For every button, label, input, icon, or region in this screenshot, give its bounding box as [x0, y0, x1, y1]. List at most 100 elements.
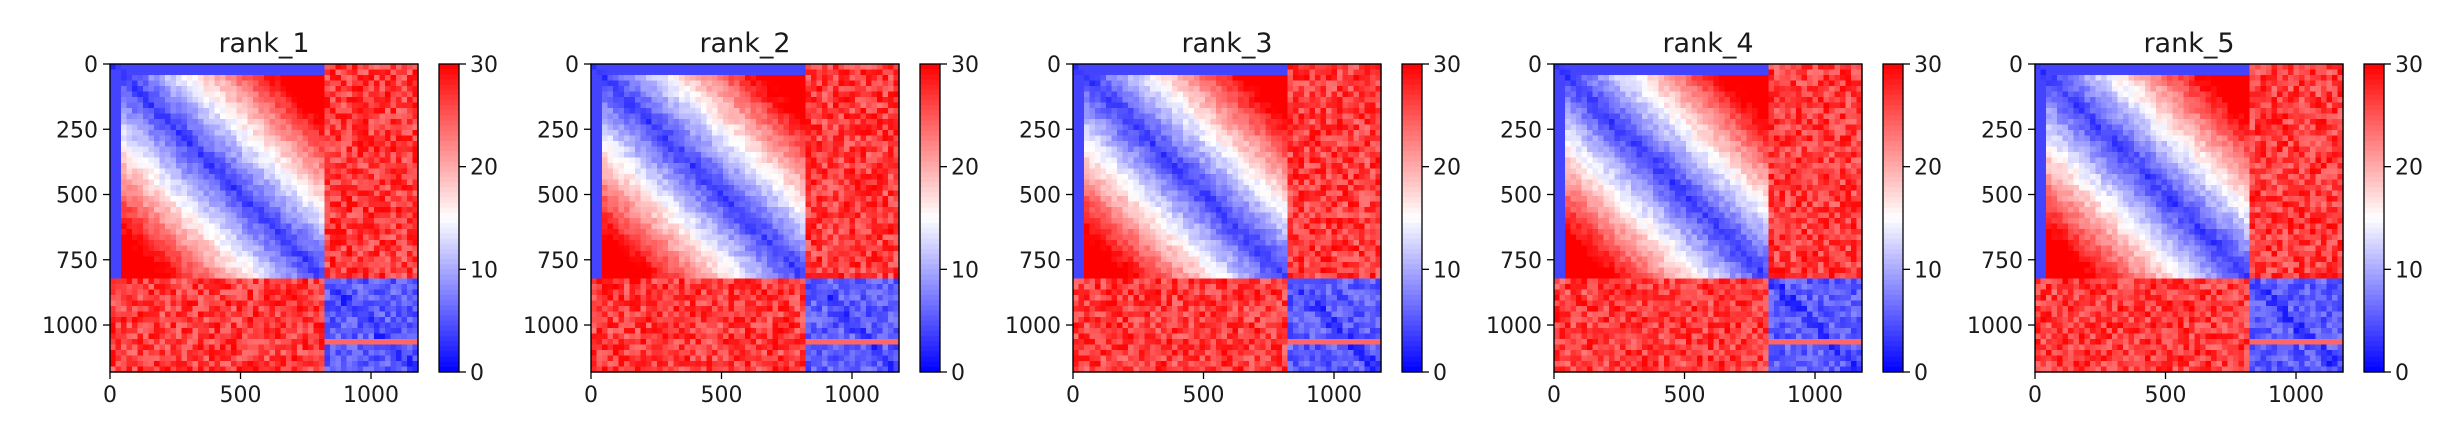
heatmap-cell: [368, 190, 375, 197]
heatmap-cell: [739, 69, 746, 76]
heatmap-cell: [401, 135, 408, 142]
heatmap-cell: [176, 361, 183, 368]
heatmap-cell: [225, 196, 232, 203]
heatmap-cell: [712, 91, 719, 98]
heatmap-cell: [220, 168, 227, 175]
heatmap-cell: [357, 251, 364, 258]
heatmap-cell: [335, 163, 342, 170]
heatmap-cell: [181, 256, 188, 263]
heatmap-cell: [888, 97, 895, 104]
heatmap-cell: [220, 328, 227, 335]
heatmap-cell: [132, 306, 139, 313]
heatmap-cell: [679, 141, 686, 148]
heatmap-cell: [269, 124, 276, 131]
heatmap-cell: [220, 179, 227, 186]
heatmap-cell: [275, 190, 282, 197]
heatmap-cell: [849, 130, 856, 137]
heatmap-cell: [137, 207, 144, 214]
heatmap-cell: [363, 306, 370, 313]
heatmap-cell: [412, 64, 419, 71]
heatmap-cell: [143, 278, 150, 285]
heatmap-cell: [668, 91, 675, 98]
heatmap-cell: [401, 157, 408, 164]
heatmap-cell: [596, 69, 603, 76]
heatmap-cell: [789, 97, 796, 104]
y-tick-label: 500: [56, 184, 98, 209]
heatmap-cell: [396, 119, 403, 126]
heatmap-cell: [385, 75, 392, 82]
heatmap-cell: [690, 163, 697, 170]
heatmap-cell: [236, 366, 243, 373]
heatmap-cell: [412, 86, 419, 93]
heatmap-cell: [368, 300, 375, 307]
heatmap-cell: [308, 350, 315, 357]
heatmap-cell: [728, 130, 735, 137]
axes-frame: [109, 63, 419, 373]
heatmap-cell: [745, 108, 752, 115]
heatmap-cell: [756, 69, 763, 76]
heatmap-cell: [407, 119, 414, 126]
heatmap-cell: [346, 278, 353, 285]
heatmap-cell: [635, 141, 642, 148]
heatmap-cell: [618, 91, 625, 98]
heatmap-cell: [341, 223, 348, 230]
heatmap-cell: [613, 218, 620, 225]
heatmap-cell: [126, 190, 133, 197]
heatmap-cell: [690, 218, 697, 225]
heatmap-cell: [181, 245, 188, 252]
heatmap-cell: [855, 168, 862, 175]
heatmap-cell: [115, 80, 122, 87]
heatmap-cell: [374, 113, 381, 120]
heatmap-cell: [624, 229, 631, 236]
heatmap-cell: [302, 80, 309, 87]
heatmap-cell: [374, 130, 381, 137]
heatmap-cell: [236, 119, 243, 126]
heatmap-cell: [346, 168, 353, 175]
heatmap-cell: [412, 113, 419, 120]
heatmap-cell: [121, 289, 128, 296]
heatmap-cell: [319, 295, 326, 302]
heatmap-cell: [346, 201, 353, 208]
heatmap-cell: [640, 124, 647, 131]
heatmap-cell: [767, 64, 774, 71]
heatmap-cell: [613, 190, 620, 197]
heatmap-cell: [723, 168, 730, 175]
heatmap-cell: [794, 157, 801, 164]
heatmap-cell: [346, 262, 353, 269]
heatmap-cell: [170, 300, 177, 307]
heatmap-cell: [717, 152, 724, 159]
heatmap-cell: [324, 108, 331, 115]
heatmap-cell: [723, 80, 730, 87]
heatmap-cell: [143, 289, 150, 296]
heatmap-cell: [335, 251, 342, 258]
heatmap-cell: [789, 207, 796, 214]
heatmap-cell: [209, 146, 216, 153]
heatmap-cell: [761, 229, 768, 236]
heatmap-cell: [236, 163, 243, 170]
heatmap-cell: [679, 168, 686, 175]
heatmap-cell: [390, 361, 397, 368]
heatmap-cell: [640, 190, 647, 197]
heatmap-cell: [805, 212, 812, 219]
heatmap-cell: [717, 69, 724, 76]
heatmap-cell: [148, 168, 155, 175]
heatmap-cell: [407, 284, 414, 291]
heatmap-cell: [374, 289, 381, 296]
heatmap-cell: [651, 97, 658, 104]
heatmap-cell: [877, 152, 884, 159]
heatmap-cell: [269, 350, 276, 357]
heatmap-cell: [121, 229, 128, 236]
heatmap-cell: [126, 295, 133, 302]
heatmap-cell: [800, 97, 807, 104]
heatmap-cell: [822, 146, 829, 153]
heatmap-cell: [126, 284, 133, 291]
heatmap-cell: [827, 135, 834, 142]
heatmap-cell: [165, 212, 172, 219]
heatmap-cell: [165, 124, 172, 131]
heatmap-cell: [302, 240, 309, 247]
heatmap-cell: [352, 355, 359, 362]
heatmap-cell: [170, 86, 177, 93]
heatmap-cell: [783, 141, 790, 148]
heatmap-cell: [187, 212, 194, 219]
heatmap-cell: [352, 273, 359, 280]
